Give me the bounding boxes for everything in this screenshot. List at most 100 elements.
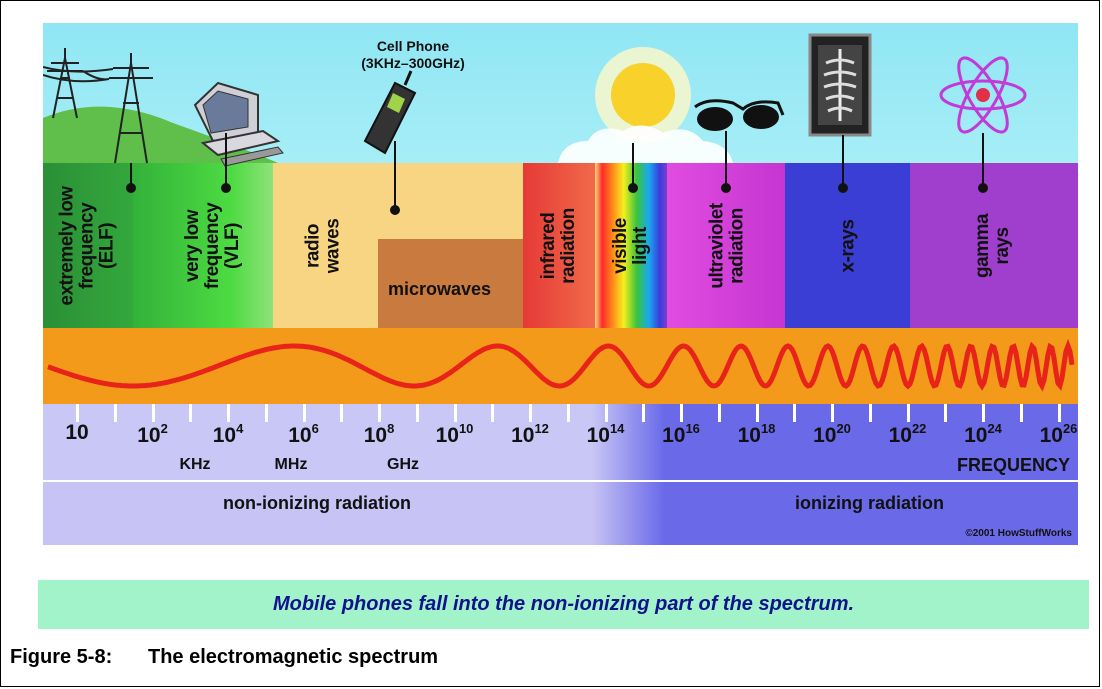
scale-label-exponent: 16 (685, 421, 700, 436)
spectrum-diagram: extremely low frequency (ELF) very low f… (43, 23, 1078, 545)
scale-label-base: 10 (137, 424, 161, 447)
scale-tick (76, 404, 79, 422)
scale-tick (642, 404, 646, 422)
scale-label-exponent: 2 (160, 421, 168, 436)
scale-label: 1016 (662, 421, 700, 448)
scale-label-exponent: 14 (609, 421, 625, 436)
scale-label-base: 10 (511, 424, 535, 447)
scale-label-exponent: 26 (1062, 421, 1078, 436)
computer-icon (193, 81, 284, 167)
scale-label-exponent: 4 (236, 421, 244, 436)
scale-label-base: 10 (363, 424, 388, 447)
scale-label-base: 10 (212, 424, 237, 447)
non-ionizing-label: non-ionizing radiation (223, 493, 411, 513)
scale-label-base: 10 (288, 424, 312, 447)
scale-label-base: 10 (1039, 424, 1063, 447)
caption-text: Mobile phones fall into the non-ionizing… (272, 593, 855, 615)
scale-tick (264, 404, 268, 422)
band-microwave (378, 239, 523, 328)
scale-tick (453, 404, 457, 422)
scale-label-base: 10 (662, 424, 686, 447)
unit-mhz: MHz (274, 456, 308, 473)
scale-tick (982, 404, 985, 422)
scale-tick (604, 404, 608, 422)
cell-phone-title: Cell Phone (3KHz–300GHz) (343, 38, 483, 72)
pointers (126, 131, 988, 215)
scale-label: 1020 (813, 421, 851, 448)
scale-tick (906, 404, 910, 422)
scale-tick (566, 404, 570, 422)
sunglasses-icon (694, 99, 785, 131)
scale-tick (755, 404, 759, 422)
scale-label-base: 10 (737, 424, 761, 447)
scale-tick (680, 404, 683, 422)
scale-tick (717, 404, 721, 422)
unit-khz: KHz (179, 456, 211, 473)
illustrations (43, 33, 1075, 392)
scale-tick (113, 404, 117, 422)
scale-tick (189, 404, 193, 422)
band-gamma (910, 163, 1078, 328)
scale-label: 104 (213, 421, 244, 448)
scale-tick (227, 404, 230, 422)
figure-number: Figure 5-8: (10, 646, 113, 668)
scale-label: 1024 (964, 421, 1002, 448)
scale-label-exponent: 12 (534, 421, 549, 436)
scale-label: 1026 (1040, 421, 1078, 448)
scale-label-base: 10 (888, 424, 912, 447)
band-vlf (133, 163, 273, 328)
scale-tick (340, 404, 344, 422)
scale-tick (831, 404, 834, 422)
scale-label-base: 10 (65, 421, 89, 444)
ionizing-label: ionizing radiation (795, 493, 944, 513)
scale-label-base: 10 (586, 424, 610, 447)
scale-label: 1012 (511, 421, 549, 448)
scale-label: 108 (364, 421, 395, 448)
scale-label: 1010 (436, 421, 474, 448)
figure-caption: The electromagnetic spectrum (148, 646, 439, 668)
copyright: ©2001 HowStuffWorks (965, 528, 1072, 539)
scale-tick (529, 404, 532, 422)
scale-tick (151, 404, 155, 422)
scale-label-exponent: 18 (760, 421, 776, 436)
band-infrared (523, 163, 595, 328)
scale-tick (378, 404, 381, 422)
scale-label-exponent: 10 (458, 421, 474, 436)
band-xray (785, 163, 910, 328)
scale-tick (1019, 404, 1023, 422)
atom-icon (939, 56, 1027, 134)
scale-tick (868, 404, 872, 422)
scale-tick (793, 404, 797, 422)
radiation-row (43, 480, 1078, 545)
figure-title: Figure 5-8: The electromagnetic spectrum (10, 646, 438, 669)
scale-tick (944, 404, 948, 422)
frequency-axis-label: FREQUENCY (956, 455, 1070, 475)
caption-box: Mobile phones fall into the non-ionizing… (38, 580, 1089, 629)
band-elf (43, 163, 133, 328)
scale-tick (415, 404, 419, 422)
scale-label: 1014 (587, 421, 625, 448)
cell-phone-range: (3KHz–300GHz) (361, 55, 465, 71)
unit-ghz: GHz (387, 456, 419, 473)
scale-label-base: 10 (813, 424, 837, 447)
scale-label-exponent: 20 (836, 421, 851, 436)
scale-label: 1018 (738, 421, 776, 448)
scale-tick (491, 404, 495, 422)
scale-label-exponent: 6 (311, 421, 319, 436)
label-microwaves: microwaves (388, 279, 492, 299)
scale-label: 102 (137, 421, 168, 448)
wave (47, 338, 1075, 392)
scale-label-base: 10 (435, 424, 459, 447)
scale-label: 1022 (889, 421, 927, 448)
scale-label-base: 10 (964, 424, 988, 447)
scale-label-exponent: 24 (987, 421, 1002, 436)
scale-tick (1057, 404, 1061, 422)
scale-label: 106 (288, 421, 319, 448)
scale-label-exponent: 8 (387, 421, 395, 436)
scale-label-exponent: 22 (911, 421, 927, 436)
sun-icon (558, 47, 733, 163)
cell-phone-name: Cell Phone (376, 38, 450, 54)
cell-phone-icon (363, 70, 417, 155)
scale-label: 10 (65, 421, 88, 445)
